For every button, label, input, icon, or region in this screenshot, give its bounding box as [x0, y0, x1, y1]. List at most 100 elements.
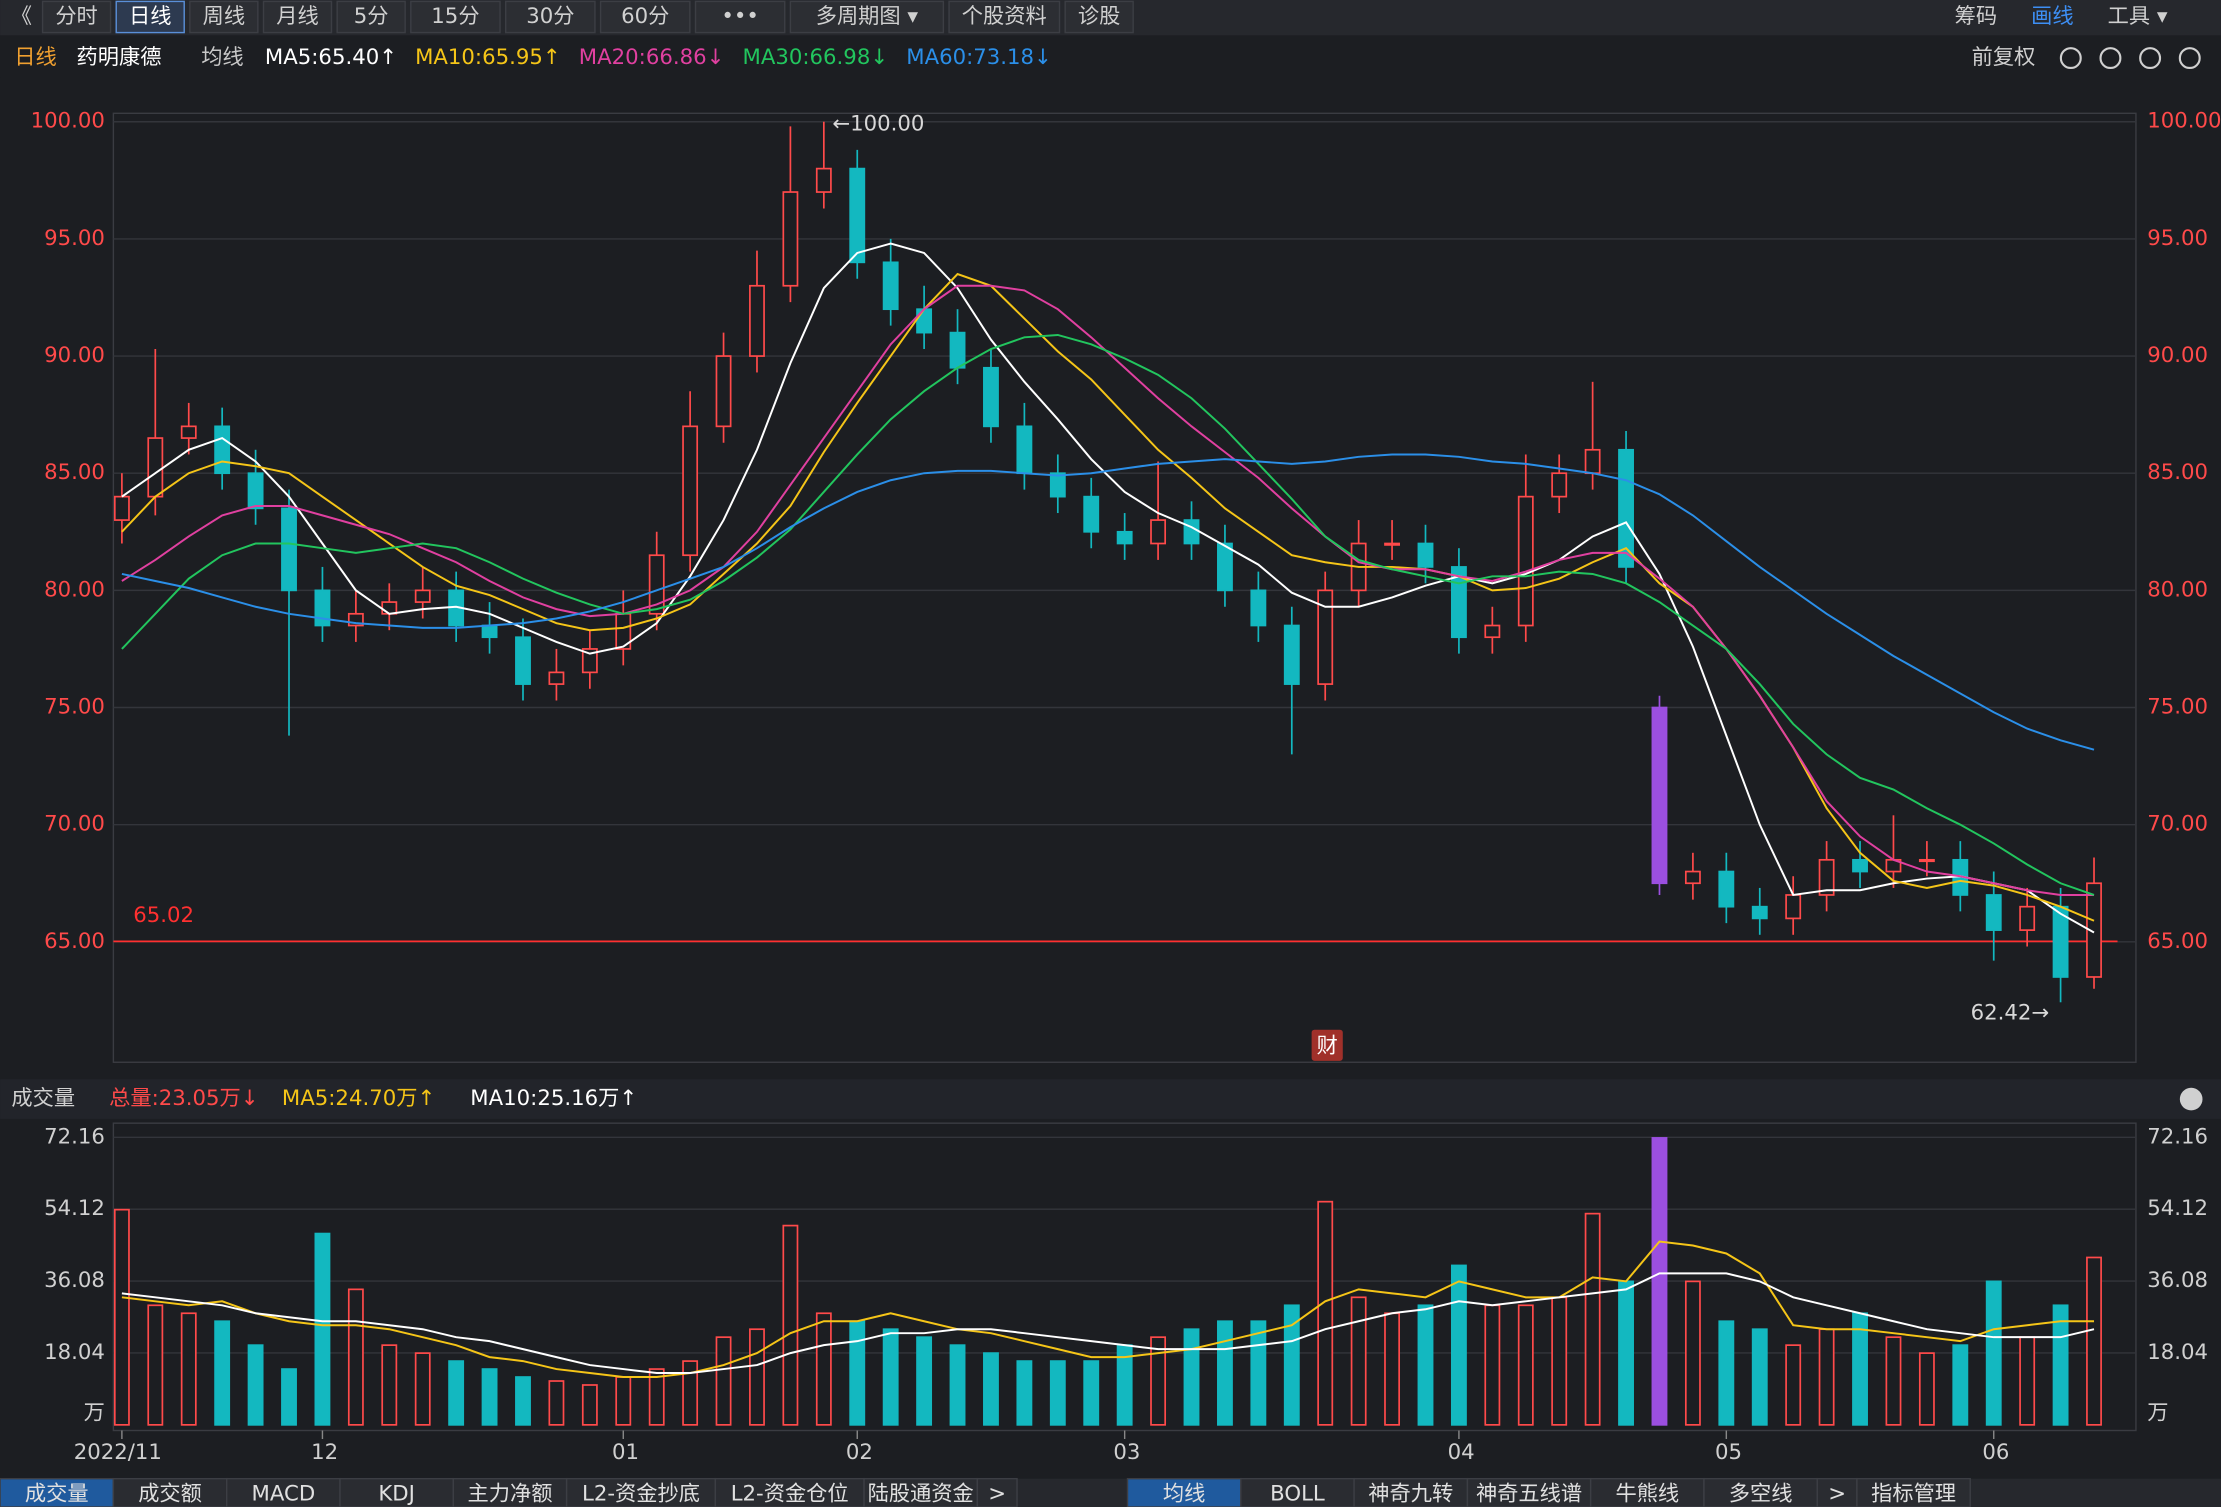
- volume-bar: [1484, 1304, 1501, 1426]
- y-tick-label-right: 70.00: [2147, 812, 2208, 837]
- toolbar-button[interactable]: [599, 0, 691, 34]
- tab-label[interactable]: L2-资金仓位: [731, 1481, 849, 1506]
- toolbar-button[interactable]: [505, 0, 596, 34]
- tab-label[interactable]: KDJ: [378, 1481, 415, 1506]
- ma-line: [121, 242, 2095, 934]
- toolbar-label[interactable]: 个股资料: [962, 4, 1047, 29]
- tool-icon[interactable]: [2139, 47, 2162, 70]
- tab-label[interactable]: 主力净额: [467, 1481, 552, 1506]
- tab-label[interactable]: MACD: [252, 1481, 316, 1506]
- toolbar-button[interactable]: [410, 0, 501, 34]
- candle-body: [882, 261, 899, 311]
- tab-label[interactable]: L2-资金抄底: [582, 1481, 700, 1506]
- volume-bar: [1785, 1344, 1802, 1426]
- toolbar-button[interactable]: [41, 0, 112, 34]
- toolbar-button[interactable]: [262, 0, 333, 34]
- toolbar-label[interactable]: 月线: [276, 4, 318, 29]
- volume-bar: [347, 1288, 364, 1426]
- tab[interactable]: [0, 1477, 115, 1507]
- toolbar-label[interactable]: 5分: [354, 4, 389, 29]
- tab-label[interactable]: 陆股通资金: [868, 1481, 974, 1506]
- tab-label[interactable]: >: [988, 1481, 1006, 1506]
- toolbar-button[interactable]: [189, 0, 259, 34]
- toolbar-label[interactable]: 日线: [129, 4, 171, 29]
- volume-bar: [1417, 1304, 1434, 1426]
- tab-label[interactable]: 成交额: [138, 1481, 202, 1506]
- candle-body: [648, 554, 665, 615]
- tab[interactable]: [1466, 1477, 1592, 1507]
- toolbar-label[interactable]: 30分: [526, 4, 574, 29]
- volume-bar: [247, 1344, 264, 1426]
- toolbar-button[interactable]: [336, 0, 406, 34]
- candle-body: [113, 495, 130, 521]
- y-tick-label: 54.12: [44, 1196, 105, 1221]
- x-tick-label: 04: [1448, 1440, 1475, 1465]
- tab[interactable]: [1240, 1477, 1355, 1507]
- tab-label[interactable]: 神奇五线谱: [1476, 1481, 1582, 1506]
- tab[interactable]: [1703, 1477, 1818, 1507]
- volume-caption: 成交量: [11, 1086, 75, 1111]
- tab-label[interactable]: BOLL: [1270, 1481, 1325, 1506]
- candle-body: [1283, 624, 1300, 685]
- tab-label[interactable]: 神奇九转: [1368, 1481, 1453, 1506]
- toolbar-button[interactable]: [694, 0, 786, 34]
- tab-label[interactable]: 成交量: [25, 1481, 89, 1506]
- tab[interactable]: [863, 1477, 979, 1507]
- tab-label[interactable]: 均线: [1163, 1481, 1205, 1506]
- tab-label[interactable]: 指标管理: [1871, 1481, 1956, 1506]
- tab[interactable]: [1856, 1477, 1971, 1507]
- toolbar-button[interactable]: [789, 0, 945, 34]
- toolbar-label[interactable]: 15分: [431, 4, 479, 29]
- toolbar-label[interactable]: 多周期图 ▾: [816, 4, 919, 29]
- info-bar: [0, 35, 2221, 78]
- candle-body: [682, 425, 699, 557]
- tool-icon[interactable]: [2099, 47, 2122, 70]
- volume-bar: [1551, 1296, 1568, 1426]
- ma-label: MA20:66.86↓: [579, 45, 725, 70]
- tab[interactable]: [1589, 1477, 1705, 1507]
- y-tick-label: 72.16: [44, 1124, 105, 1149]
- toolbar-button[interactable]: [1064, 0, 1134, 34]
- badge[interactable]: 财: [1317, 1034, 1338, 1059]
- annotation: ←100.00: [832, 112, 924, 137]
- volume-ma-line: [121, 1272, 2095, 1375]
- volume-bar: [682, 1360, 699, 1426]
- volume-bar: [648, 1368, 665, 1426]
- y-tick-label: 85.00: [44, 460, 105, 485]
- adjust[interactable]: 前复权: [1972, 45, 2036, 70]
- toolbar-right-label[interactable]: 工具 ▾: [2108, 4, 2168, 29]
- tool-icon[interactable]: [2178, 47, 2201, 70]
- tab-label[interactable]: >: [1828, 1481, 1846, 1506]
- tab[interactable]: [1353, 1477, 1469, 1507]
- toolbar-button[interactable]: [948, 0, 1061, 34]
- toolbar-label[interactable]: 60分: [621, 4, 669, 29]
- tab-label[interactable]: 牛熊线: [1615, 1481, 1679, 1506]
- y-tick-label-right: 90.00: [2147, 343, 2208, 368]
- toolbar-right-label[interactable]: 筹码: [1955, 4, 1997, 29]
- toolbar-label[interactable]: 周线: [203, 4, 245, 29]
- tab[interactable]: [1126, 1477, 1242, 1507]
- tab[interactable]: [565, 1477, 717, 1507]
- tab[interactable]: [976, 1477, 1018, 1507]
- toolbar-label[interactable]: 诊股: [1078, 4, 1120, 29]
- y-tick-label: 70.00: [44, 812, 105, 837]
- toolbar-label[interactable]: •••: [721, 4, 759, 29]
- volume-bar: [2019, 1336, 2036, 1426]
- x-tick-label: 2022/11: [74, 1440, 162, 1465]
- volume-bar: [1584, 1212, 1601, 1426]
- tab[interactable]: [1816, 1477, 1858, 1507]
- tab-label[interactable]: 多空线: [1729, 1481, 1793, 1506]
- tool-icon[interactable]: [2059, 47, 2082, 70]
- toolbar-button[interactable]: [115, 0, 185, 34]
- toolbar-label[interactable]: 分时: [55, 4, 97, 29]
- tab[interactable]: [339, 1477, 455, 1507]
- toolbar-right-label[interactable]: 画线: [2031, 4, 2073, 29]
- ma-label: MA30:66.98↓: [743, 45, 889, 70]
- x-tick-label: 12: [311, 1440, 338, 1465]
- close-icon[interactable]: [2179, 1087, 2203, 1111]
- toolbar-label[interactable]: 《: [11, 4, 32, 29]
- candle-body: [548, 671, 565, 685]
- y-tick-label-right: 80.00: [2147, 577, 2208, 602]
